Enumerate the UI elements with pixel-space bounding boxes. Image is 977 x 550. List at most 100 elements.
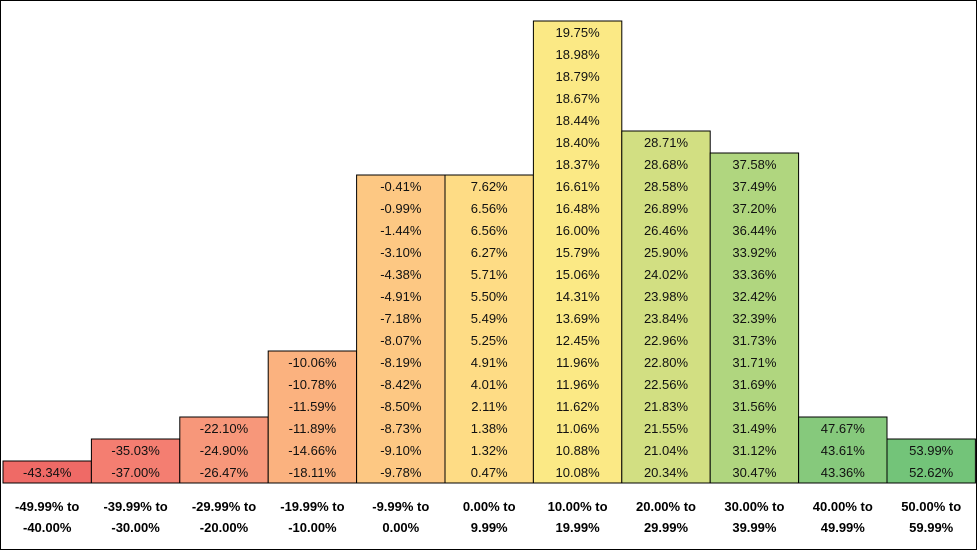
bar-value-label: 6.27% (471, 245, 508, 260)
bar-value-label: -7.18% (380, 311, 422, 326)
bar-value-label: -10.06% (288, 355, 337, 370)
bar-bin-9 (798, 416, 888, 484)
bar-value-label: 43.36% (821, 465, 866, 480)
bar-value-label: 18.40% (556, 135, 601, 150)
bar-value-label: 22.96% (644, 333, 689, 348)
bar-value-label: 5.49% (471, 311, 508, 326)
bar-value-label: 53.99% (909, 443, 954, 458)
bar-value-label: -8.07% (380, 333, 422, 348)
bar-value-label: -0.41% (380, 179, 422, 194)
bar-value-label: 31.69% (732, 377, 777, 392)
bar-value-label: -3.10% (380, 245, 422, 260)
bar-value-label: -9.78% (380, 465, 422, 480)
bar-value-label: 47.67% (821, 421, 866, 436)
bar-value-label: 18.98% (556, 47, 601, 62)
bar-value-label: 33.36% (732, 267, 777, 282)
bar-bin-10 (886, 438, 976, 484)
bar-value-label: 21.55% (644, 421, 689, 436)
bar-bin-3 (267, 350, 358, 484)
bar-value-label: 25.90% (644, 245, 689, 260)
bar-value-label: 14.31% (556, 289, 601, 304)
x-tick-label: 9.99% (471, 520, 508, 535)
bar-value-label: 18.44% (556, 113, 601, 128)
x-tick-label: 39.99% (732, 520, 777, 535)
bar-bin-5 (444, 174, 534, 484)
x-tick-label: 49.99% (821, 520, 866, 535)
x-tick-label: 20.00% to (636, 499, 696, 514)
bar-value-label: 21.83% (644, 399, 689, 414)
bar-value-label: 33.92% (732, 245, 777, 260)
bar-bin-7 (621, 130, 711, 484)
bar-value-label: -4.38% (380, 267, 422, 282)
bar-value-label: -8.42% (380, 377, 422, 392)
bar-value-label: 52.62% (909, 465, 954, 480)
bar-value-label: -43.34% (23, 465, 72, 480)
bar-value-label: 15.79% (556, 245, 601, 260)
bar-value-label: 13.69% (556, 311, 601, 326)
x-tick-label: -39.99% to (103, 499, 167, 514)
x-tick-label: -10.00% (288, 520, 337, 535)
x-tick-label: -49.99% to (15, 499, 79, 514)
bar-value-label: -37.00% (111, 465, 160, 480)
bar-value-label: 6.56% (471, 223, 508, 238)
x-tick-label: 0.00% (382, 520, 419, 535)
bar-bin-8 (709, 152, 800, 484)
bars-group: -43.34% -35.03% -37.00% -22.10% -24.90% -26.4… (2, 20, 976, 484)
bar-value-label: 31.73% (732, 333, 777, 348)
bar-value-label: 12.45% (556, 333, 601, 348)
bar-value-label: -14.66% (288, 443, 337, 458)
bar-value-label: 23.84% (644, 311, 689, 326)
bar-value-label: 28.68% (644, 157, 689, 172)
bar-value-label: -4.91% (380, 289, 422, 304)
bar-value-label: 24.02% (644, 267, 689, 282)
x-tick-label: -19.99% to (280, 499, 344, 514)
bar-bin-1 (90, 438, 181, 484)
x-tick-label: 0.00% to (463, 499, 516, 514)
bar-value-label: 11.96% (556, 355, 600, 370)
x-tick-label: 50.00% to (901, 499, 961, 514)
x-tick-label: -30.00% (111, 520, 160, 535)
bar-value-label: 22.80% (644, 355, 689, 370)
bar-value-label: 1.38% (471, 421, 508, 436)
bar-value-label: 6.56% (471, 201, 508, 216)
bar-value-label: 10.08% (556, 465, 601, 480)
bar-value-label: 11.96% (556, 377, 600, 392)
bar-value-label: -11.59% (289, 399, 337, 414)
bar-value-label: 28.71% (644, 135, 689, 150)
bar-value-label: -8.19% (380, 355, 422, 370)
x-tick-label: -9.99% to (372, 499, 429, 514)
bar-value-label: -18.11% (289, 465, 337, 480)
bar-value-label: 1.32% (471, 443, 508, 458)
bar-value-label: 15.06% (556, 267, 601, 282)
bar-value-label: 37.20% (732, 201, 777, 216)
x-tick-label: -40.00% (23, 520, 72, 535)
bar-value-label: 11.62% (556, 399, 600, 414)
bar-value-label: 16.61% (556, 179, 601, 194)
bar-value-label: 18.37% (556, 157, 601, 172)
x-tick-label: 59.99% (909, 520, 954, 535)
bar-value-label: 22.56% (644, 377, 689, 392)
bar-value-label: 31.12% (732, 443, 777, 458)
x-tick-label: 30.00% to (724, 499, 784, 514)
bar-value-label: -26.47% (200, 465, 249, 480)
bar-value-label: 18.79% (556, 69, 601, 84)
bar-value-label: 16.00% (556, 223, 601, 238)
bar-value-label: 10.88% (556, 443, 601, 458)
bar-value-label: 31.56% (732, 399, 777, 414)
bar-value-label: 5.25% (471, 333, 508, 348)
bar-value-label: 7.62% (471, 179, 508, 194)
bar-value-label: -9.10% (380, 443, 422, 458)
bar-value-label: 28.58% (644, 179, 689, 194)
bar-value-label: -24.90% (200, 443, 249, 458)
bar-value-label: -35.03% (111, 443, 160, 458)
bar-value-label: 5.50% (471, 289, 508, 304)
bar-value-label: 2.11% (471, 399, 507, 414)
bar-value-label: 30.47% (732, 465, 777, 480)
bar-bin-6 (532, 20, 623, 484)
bar-value-label: 43.61% (821, 443, 866, 458)
bar-value-label: 26.46% (644, 223, 689, 238)
bar-value-label: 31.71% (732, 355, 777, 370)
x-tick-label: -20.00% (200, 520, 249, 535)
